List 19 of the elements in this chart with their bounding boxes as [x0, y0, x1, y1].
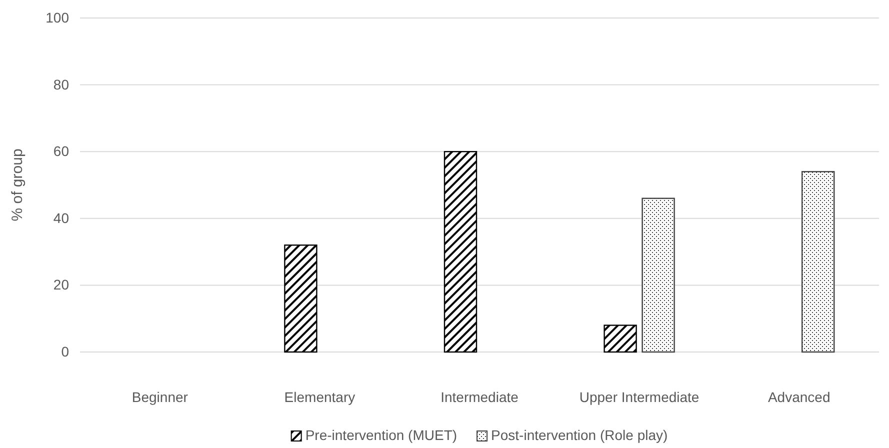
- bar: [444, 151, 478, 353]
- bar: [604, 324, 637, 353]
- y-axis-title: % of group: [9, 148, 26, 222]
- y-tick-label: 100: [46, 9, 70, 26]
- x-tick-label: Beginner: [132, 388, 188, 405]
- legend-label: Post-intervention (Role play): [491, 427, 668, 443]
- bar: [284, 244, 318, 353]
- x-tick-label: Upper Intermediate: [579, 388, 700, 405]
- x-tick-label: Elementary: [284, 388, 356, 405]
- bar: [642, 198, 675, 353]
- x-tick-label: Intermediate: [440, 388, 519, 405]
- y-tick-label: 40: [53, 210, 70, 226]
- y-tick-label: 0: [61, 343, 70, 360]
- y-tick-label: 20: [53, 276, 70, 293]
- y-tick-label: 60: [53, 143, 70, 160]
- bar: [802, 171, 835, 353]
- y-tick-label: 80: [53, 76, 70, 92]
- x-tick-label: Advanced: [768, 388, 830, 405]
- legend-label: Pre-intervention (MUET): [305, 427, 458, 443]
